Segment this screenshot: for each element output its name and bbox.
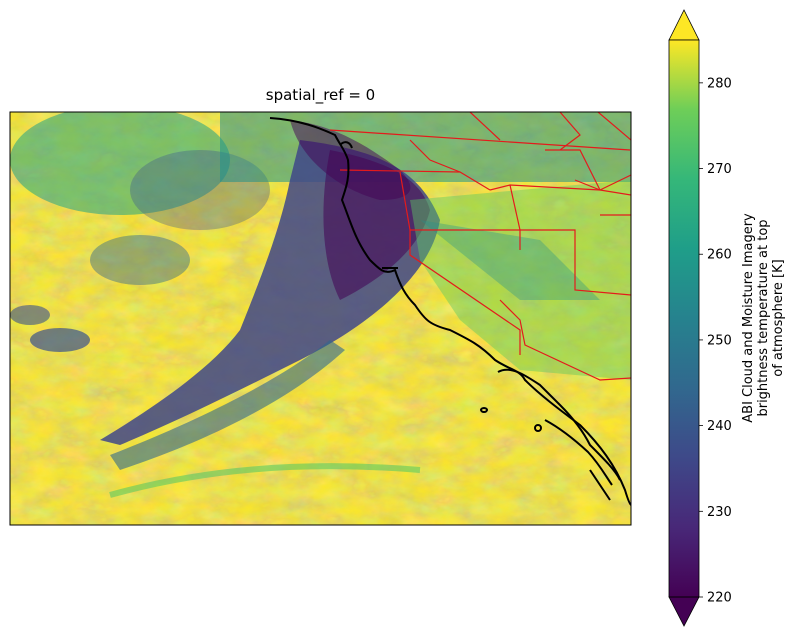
map-frame <box>9 111 632 526</box>
colorbar-tick-label: 270 <box>707 162 732 177</box>
colorbar-extend-min <box>668 596 700 627</box>
colorbar-tick-label: 240 <box>707 419 732 434</box>
colorbar-tick-label: 250 <box>707 333 732 348</box>
colorbar-tick-label: 220 <box>707 591 732 606</box>
colorbar-ticks: 220 230 240 250 260 270 280 <box>699 76 732 606</box>
colorbar-tick-label: 280 <box>707 76 732 91</box>
colorbar-tick-label: 260 <box>707 248 732 263</box>
colorbar-tick-label: 230 <box>707 505 732 520</box>
state-borders <box>329 112 631 381</box>
colorbar-label-line-3: of atmosphere [K] <box>771 259 786 376</box>
coastline <box>269 117 631 506</box>
colorbar-gradient <box>669 40 699 597</box>
colorbar-label-line-2: brightness temperature at top <box>756 219 771 416</box>
colorbar-extend-max <box>668 9 700 41</box>
chart-title: spatial_ref = 0 <box>265 86 376 104</box>
satellite-image <box>10 112 631 525</box>
colorbar-label-line-1: ABI Cloud and Moisture Imagery <box>741 213 756 423</box>
